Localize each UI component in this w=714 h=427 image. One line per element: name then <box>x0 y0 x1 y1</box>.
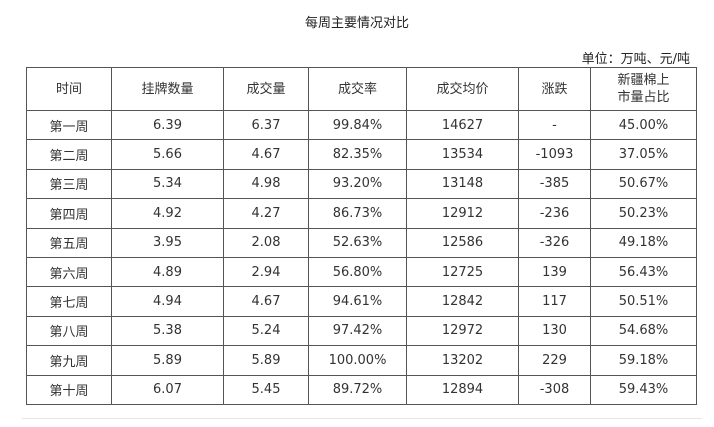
table-cell: 12586 <box>406 227 519 258</box>
table-cell: 12725 <box>406 256 519 288</box>
table-cell: 2.94 <box>223 256 309 288</box>
table-cell: 4.98 <box>223 168 309 200</box>
table-cell: 第一周 <box>26 109 112 141</box>
table-cell: 4.92 <box>111 198 224 229</box>
table-header-row: 时间 挂牌数量 成交量 成交率 成交均价 涨跌 新疆棉上 市量占比 <box>26 67 697 111</box>
table-cell: 12894 <box>406 374 519 405</box>
table-cell: -326 <box>518 227 591 258</box>
weekly-comparison-table: 时间 挂牌数量 成交量 成交率 成交均价 涨跌 新疆棉上 市量占比 第一周 6.39 6.37 9… <box>26 67 697 405</box>
table-cell: 12842 <box>406 286 519 317</box>
column-header: 涨跌 <box>518 67 591 111</box>
table-cell: 56.43% <box>590 256 697 288</box>
table-row: 第六周 4.89 2.94 56.80% 12725 139 56.43% <box>26 256 697 288</box>
table-cell: 52.63% <box>308 227 407 258</box>
table-row: 第七周 4.94 4.67 94.61% 12842 117 50.51% <box>26 286 697 317</box>
table-cell: 6.37 <box>223 109 309 141</box>
table-cell: 4.94 <box>111 286 224 317</box>
table-cell: 第四周 <box>26 198 112 229</box>
table-row: 第二周 5.66 4.67 82.35% 13534 -1093 37.05% <box>26 139 697 170</box>
table-cell: 13202 <box>406 345 519 376</box>
table-cell: 93.20% <box>308 168 407 200</box>
table-row: 第四周 4.92 4.27 86.73% 12912 -236 50.23% <box>26 198 697 229</box>
table-cell: 5.89 <box>111 345 224 376</box>
table-cell: 第九周 <box>26 345 112 376</box>
divider <box>22 418 702 419</box>
table-cell: 14627 <box>406 109 519 141</box>
table-cell: 54.68% <box>590 315 697 347</box>
table-cell: 5.89 <box>223 345 309 376</box>
table-cell: 45.00% <box>590 109 697 141</box>
table-cell: -385 <box>518 168 591 200</box>
table-cell: 第六周 <box>26 256 112 288</box>
table-cell: 229 <box>518 345 591 376</box>
page-title: 每周主要情况对比 <box>304 16 409 31</box>
table-row: 第十周 6.07 5.45 89.72% 12894 -308 59.43% <box>26 374 697 405</box>
table-cell: 第十周 <box>26 374 112 405</box>
table-cell: 50.23% <box>590 198 697 229</box>
table-cell: 50.51% <box>590 286 697 317</box>
table-cell: -308 <box>518 374 591 405</box>
table-cell: 37.05% <box>590 139 697 170</box>
table-cell: 94.61% <box>308 286 407 317</box>
column-header: 成交均价 <box>406 67 519 111</box>
table-row: 第九周 5.89 5.89 100.00% 13202 229 59.18% <box>26 345 697 376</box>
table-cell: 59.43% <box>590 374 697 405</box>
table-cell: 6.07 <box>111 374 224 405</box>
table-cell: 5.45 <box>223 374 309 405</box>
table-cell: -236 <box>518 198 591 229</box>
table-cell: 4.27 <box>223 198 309 229</box>
table-cell: 第八周 <box>26 315 112 347</box>
column-header: 新疆棉上 市量占比 <box>590 67 697 111</box>
table-cell: 5.66 <box>111 139 224 170</box>
column-header: 挂牌数量 <box>111 67 224 111</box>
column-header: 时间 <box>26 67 112 111</box>
table-cell: 4.67 <box>223 286 309 317</box>
table-cell: 89.72% <box>308 374 407 405</box>
table-row: 第八周 5.38 5.24 97.42% 12972 130 54.68% <box>26 315 697 347</box>
table-cell: 100.00% <box>308 345 407 376</box>
table-cell: 第三周 <box>26 168 112 200</box>
table-cell: 4.89 <box>111 256 224 288</box>
table-cell: 49.18% <box>590 227 697 258</box>
table-row: 第五周 3.95 2.08 52.63% 12586 -326 49.18% <box>26 227 697 258</box>
column-header: 成交率 <box>308 67 407 111</box>
table-cell: 12972 <box>406 315 519 347</box>
table-cell: 50.67% <box>590 168 697 200</box>
table-cell: 13148 <box>406 168 519 200</box>
table-cell: 3.95 <box>111 227 224 258</box>
table-cell: 第七周 <box>26 286 112 317</box>
table-cell: 59.18% <box>590 345 697 376</box>
table-cell: 86.73% <box>308 198 407 229</box>
table-cell: 第五周 <box>26 227 112 258</box>
table-cell: 56.80% <box>308 256 407 288</box>
table-row: 第三周 5.34 4.98 93.20% 13148 -385 50.67% <box>26 168 697 200</box>
table-cell: 5.24 <box>223 315 309 347</box>
table-cell: 12912 <box>406 198 519 229</box>
table-cell: 82.35% <box>308 139 407 170</box>
table-cell: 5.38 <box>111 315 224 347</box>
table-cell: 97.42% <box>308 315 407 347</box>
table-cell: 130 <box>518 315 591 347</box>
table-cell: -1093 <box>518 139 591 170</box>
column-header: 成交量 <box>223 67 309 111</box>
table-cell: - <box>518 109 591 141</box>
table-cell: 99.84% <box>308 109 407 141</box>
table-cell: 4.67 <box>223 139 309 170</box>
table-cell: 117 <box>518 286 591 317</box>
table-cell: 2.08 <box>223 227 309 258</box>
unit-label: 单位：万吨、元/吨 <box>581 52 690 67</box>
table-cell: 6.39 <box>111 109 224 141</box>
table-cell: 139 <box>518 256 591 288</box>
table-cell: 13534 <box>406 139 519 170</box>
table-cell: 第二周 <box>26 139 112 170</box>
table-row: 第一周 6.39 6.37 99.84% 14627-45.00% <box>26 109 697 141</box>
table-cell: 5.34 <box>111 168 224 200</box>
